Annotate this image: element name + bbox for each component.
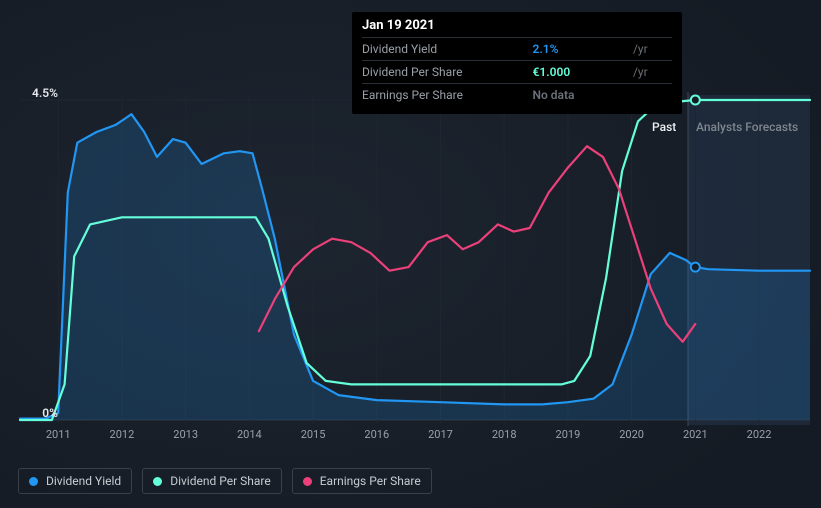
legend-dot-icon <box>29 477 38 486</box>
tooltip-row: Dividend Per Share€1.000/yr <box>362 61 672 84</box>
y-axis-tick-label: 4.5% <box>18 86 58 100</box>
tooltip-row-value: No data <box>533 84 629 107</box>
tooltip-row: Earnings Per ShareNo data <box>362 84 672 107</box>
tooltip-table: Dividend Yield2.1%/yrDividend Per Share€… <box>362 37 672 106</box>
x-axis-tick-label: 2018 <box>492 428 517 441</box>
chart-tooltip: Jan 19 2021 Dividend Yield2.1%/yrDividen… <box>352 12 682 114</box>
tooltip-row: Dividend Yield2.1%/yr <box>362 38 672 61</box>
tooltip-row-unit <box>629 84 672 107</box>
x-axis-tick-label: 2016 <box>364 428 389 441</box>
x-axis-tick-label: 2021 <box>683 428 708 441</box>
tooltip-row-key: Dividend Per Share <box>362 61 533 84</box>
legend-dot-icon <box>303 477 312 486</box>
legend-dot-icon <box>153 477 162 486</box>
tooltip-date: Jan 19 2021 <box>362 18 672 33</box>
tooltip-row-unit: /yr <box>629 61 672 84</box>
legend-label: Dividend Per Share <box>170 474 271 488</box>
legend-label: Earnings Per Share <box>320 474 421 488</box>
tooltip-row-value: 2.1% <box>533 38 629 61</box>
x-axis-tick-label: 2022 <box>747 428 772 441</box>
x-axis-tick-label: 2012 <box>110 428 135 441</box>
x-axis-tick-label: 2015 <box>301 428 326 441</box>
tooltip-row-key: Dividend Yield <box>362 38 533 61</box>
x-axis-tick-label: 2013 <box>173 428 198 441</box>
tooltip-row-value: €1.000 <box>533 61 629 84</box>
analysts-forecasts-label: Analysts Forecasts <box>696 120 798 134</box>
legend-label: Dividend Yield <box>46 474 121 488</box>
dividend-chart: Jan 19 2021 Dividend Yield2.1%/yrDividen… <box>0 0 821 508</box>
past-label: Past <box>652 120 676 134</box>
x-axis-tick-label: 2017 <box>428 428 453 441</box>
chart-legend: Dividend Yield Dividend Per Share Earnings… <box>18 468 432 494</box>
legend-item[interactable]: Dividend Yield <box>18 468 132 494</box>
x-axis-tick-label: 2014 <box>237 428 262 441</box>
tooltip-row-key: Earnings Per Share <box>362 84 533 107</box>
x-axis-tick-label: 2019 <box>556 428 581 441</box>
x-axis-tick-label: 2011 <box>46 428 71 441</box>
y-axis-tick-label: 0% <box>18 406 58 420</box>
legend-item[interactable]: Earnings Per Share <box>292 468 432 494</box>
legend-item[interactable]: Dividend Per Share <box>142 468 282 494</box>
tooltip-row-unit: /yr <box>629 38 672 61</box>
x-axis-tick-label: 2020 <box>619 428 644 441</box>
